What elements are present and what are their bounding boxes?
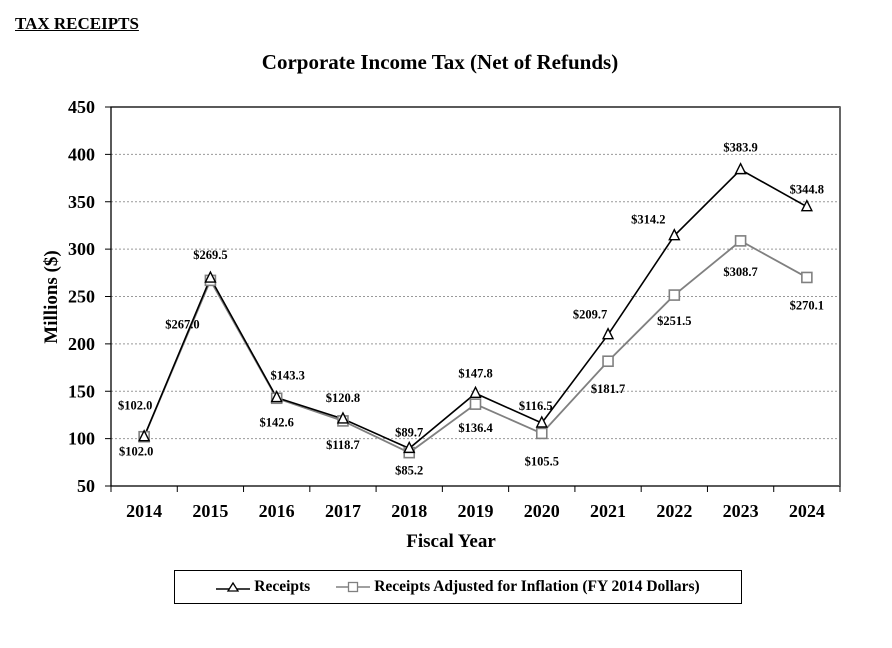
chart-title: Corporate Income Tax (Net of Refunds) (262, 50, 618, 74)
data-labels: $102.0 $269.5 $143.3 $120.8 $89.7 $147.8 $116.… (118, 141, 824, 478)
data-label-receipts: $147.8 (458, 366, 492, 380)
data-point-square (602, 355, 614, 368)
legend-item-receipts: Receipts (216, 578, 310, 596)
data-point-triangle (403, 440, 416, 454)
data-label-receipts: $314.2 (631, 213, 665, 227)
data-label-adjusted: $308.7 (723, 265, 757, 279)
legend-item-adjusted: Receipts Adjusted for Inflation (FY 2014… (336, 578, 700, 596)
y-tick-label: 50 (77, 476, 95, 496)
y-tick-label: 350 (68, 192, 95, 212)
data-label-adjusted: $270.1 (790, 298, 824, 312)
legend-label: Receipts (254, 578, 311, 595)
x-axis-label: Fiscal Year (406, 531, 496, 552)
data-label-adjusted: $181.7 (591, 382, 625, 396)
data-point-triangle (204, 270, 217, 283)
data-label-adjusted: $105.5 (525, 454, 559, 468)
y-tick-label: 150 (68, 381, 95, 401)
data-label-adjusted: $85.2 (395, 464, 423, 478)
y-tick-label: 100 (68, 429, 95, 449)
x-tick-label: 2015 (192, 501, 228, 521)
data-label-receipts: $269.5 (193, 248, 227, 262)
legend-label: Receipts Adjusted for Inflation (FY 2014… (374, 578, 700, 595)
data-label-adjusted: $136.4 (458, 421, 493, 435)
data-label-adjusted: $118.7 (326, 438, 360, 452)
data-point-triangle (800, 199, 813, 212)
triangle-marker-icon (216, 581, 251, 592)
x-tick-label: 2017 (325, 501, 361, 521)
x-tick-label: 2014 (126, 501, 162, 521)
data-label-receipts: $89.7 (395, 425, 423, 439)
y-axis-label: Millions ($) (41, 250, 62, 343)
y-tick-label: 400 (68, 144, 95, 164)
data-point-square (668, 289, 681, 301)
x-tick-label: 2023 (723, 501, 759, 521)
data-point-triangle (734, 162, 747, 175)
y-tick-label: 450 (68, 97, 95, 117)
data-label-receipts: $209.7 (573, 308, 607, 322)
x-tick-label: 2024 (789, 501, 825, 521)
y-tick-label: 300 (68, 239, 95, 259)
x-tick-label: 2018 (391, 501, 427, 521)
data-label-receipts: $102.0 (118, 399, 152, 413)
x-tick-label: 2022 (656, 501, 692, 521)
square-marker-icon (336, 581, 371, 593)
data-label-receipts: $143.3 (270, 369, 304, 383)
x-tick-label: 2021 (590, 501, 626, 521)
data-point-triangle (601, 327, 615, 340)
data-label-receipts: $116.5 (519, 399, 553, 413)
x-tick-label: 2020 (524, 501, 560, 521)
y-tick-label: 200 (68, 334, 95, 354)
data-label-receipts: $383.9 (723, 141, 757, 155)
data-point-square (734, 235, 747, 247)
data-point-triangle (270, 390, 283, 403)
data-label-receipts: $120.8 (326, 391, 360, 405)
data-point-triangle (138, 429, 151, 442)
data-label-adjusted: $142.6 (259, 415, 293, 429)
section-title: TAX RECEIPTS (15, 14, 139, 33)
data-point-triangle (535, 415, 548, 428)
axes: 50 100 150 200 250 300 350 400 450 2014 2015 2016 20… (68, 97, 841, 521)
data-label-receipts: $344.8 (790, 183, 824, 197)
data-point-triangle (668, 228, 681, 241)
legend: Receipts Receipts Adjusted for Inflation… (174, 570, 742, 604)
data-point-square (535, 427, 548, 440)
x-tick-label: 2019 (458, 501, 494, 521)
data-point-square (469, 398, 482, 410)
data-label-adjusted: $251.5 (657, 314, 691, 328)
data-label-adjusted: $102.0 (119, 445, 153, 459)
y-tick-label: 250 (68, 287, 95, 307)
data-point-square (801, 271, 813, 284)
x-tick-label: 2016 (259, 501, 295, 521)
series (138, 162, 813, 459)
gridlines (111, 153, 840, 440)
data-point-triangle (469, 385, 482, 399)
data-point-triangle (336, 411, 350, 424)
data-label-adjusted: $267.0 (165, 317, 199, 331)
